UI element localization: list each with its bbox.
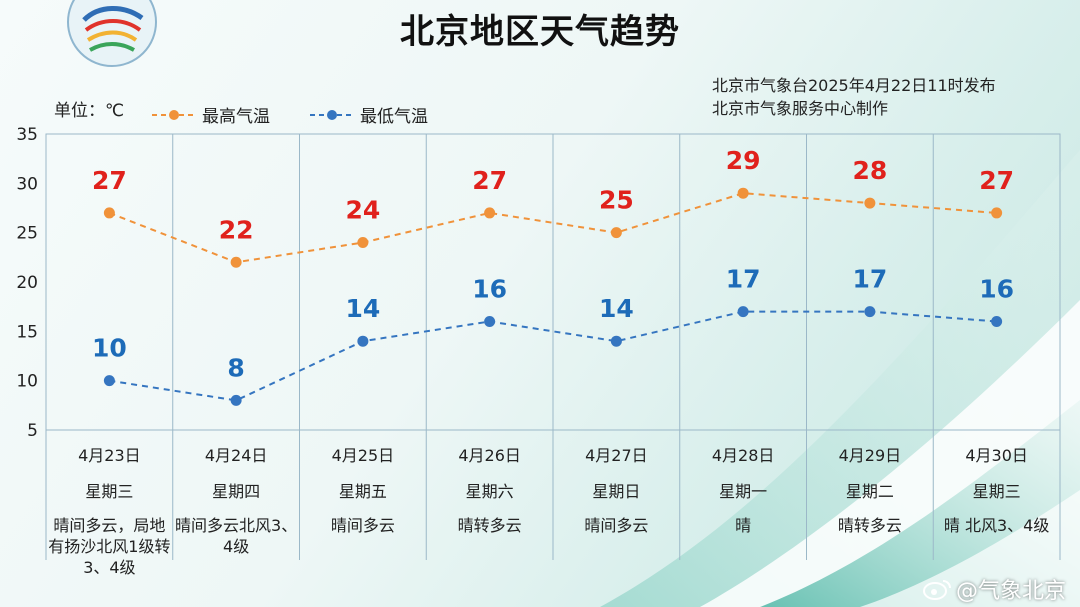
point-high: [737, 187, 749, 199]
watermark: @气象北京: [922, 573, 1066, 605]
weekday-label: 星期三: [85, 482, 134, 501]
watermark-text: @气象北京: [955, 579, 1066, 604]
issuer-info: 北京市气象台2025年4月22日11时发布 北京市气象服务中心制作: [712, 74, 996, 120]
weather-description: 晴间多云北风3、4级: [175, 516, 298, 556]
date-label: 4月29日: [838, 446, 902, 465]
point-high: [864, 197, 876, 209]
point-high: [610, 227, 622, 239]
data-label-high: 29: [726, 146, 761, 175]
issuer-line-2: 北京市气象服务中心制作: [712, 99, 889, 118]
data-label-high: 24: [345, 196, 380, 225]
day-column: 4月28日星期一晴: [680, 438, 807, 536]
weekday-label: 星期二: [845, 482, 894, 501]
data-label-high: 27: [472, 166, 507, 195]
legend-low-label: 最低气温: [360, 107, 428, 127]
weekday-label: 星期一: [719, 482, 768, 501]
y-tick-label: 5: [27, 421, 38, 441]
data-label-high: 27: [92, 166, 127, 195]
legend-item-low: 最低气温: [310, 102, 428, 127]
date-label: 4月26日: [458, 446, 521, 465]
data-label-low: 17: [852, 265, 887, 294]
series-line-low: [109, 310, 997, 402]
point-low: [864, 306, 876, 318]
data-label-high: 28: [852, 156, 887, 185]
day-column: 4月29日星期二晴转多云: [807, 438, 934, 536]
date-label: 4月24日: [204, 446, 268, 465]
point-low: [991, 315, 1003, 327]
weather-description: 晴 北风3、4级: [943, 516, 1050, 535]
day-column: 4月23日星期三晴间多云，局地有扬沙北风1级转3、4级: [46, 438, 173, 578]
unit-label: 单位：℃: [54, 101, 125, 121]
date-label: 4月30日: [965, 446, 1028, 465]
y-tick-label: 25: [16, 224, 38, 244]
weekday-label: 星期日: [592, 482, 641, 501]
weather-description: 晴转多云: [837, 516, 902, 535]
point-low: [610, 335, 622, 347]
weekday-label: 星期五: [338, 482, 387, 501]
data-label-low: 10: [92, 334, 127, 363]
y-tick-label: 10: [16, 372, 38, 392]
point-low: [357, 335, 369, 347]
data-label-high: 25: [599, 186, 634, 215]
data-label-low: 8: [227, 353, 244, 382]
page-title: 北京地区天气趋势: [400, 12, 680, 52]
point-low: [230, 394, 242, 406]
data-label-low: 14: [599, 294, 634, 323]
legend-item-high: 最高气温: [152, 102, 270, 127]
date-label: 4月23日: [78, 446, 141, 465]
point-high: [484, 207, 496, 219]
point-high: [991, 207, 1003, 219]
issuer-line-1: 北京市气象台2025年4月22日11时发布: [712, 76, 996, 95]
meteorological-service-logo: [67, 0, 157, 67]
point-high: [357, 237, 369, 249]
point-low: [737, 306, 749, 318]
point-high: [230, 256, 242, 268]
legend-high-marker: [152, 109, 196, 120]
weekday-label: 星期三: [972, 482, 1021, 501]
weather-description: 晴: [735, 516, 752, 535]
weather-description: 晴间多云，局地有扬沙北风1级转3、4级: [48, 516, 171, 577]
point-low: [103, 375, 115, 387]
weather-description: 晴转多云: [457, 516, 522, 535]
day-column: 4月26日星期六晴转多云: [426, 438, 553, 536]
data-label-high: 27: [979, 166, 1014, 195]
series-line-high: [109, 192, 997, 264]
day-column: 4月25日星期五晴间多云: [300, 438, 427, 536]
data-label-low: 17: [726, 265, 761, 294]
data-label-low: 16: [979, 274, 1014, 303]
point-high: [103, 207, 115, 219]
y-tick-label: 30: [16, 174, 38, 194]
day-column: 4月27日星期日晴间多云: [553, 438, 680, 536]
y-tick-label: 15: [16, 322, 38, 342]
date-label: 4月27日: [585, 446, 648, 465]
data-label-high: 22: [219, 215, 254, 244]
y-tick-label: 20: [16, 273, 38, 293]
date-label: 4月28日: [711, 446, 775, 465]
weibo-icon: [922, 580, 951, 600]
legend-low-marker: [310, 109, 354, 120]
weekday-label: 星期六: [465, 482, 514, 501]
point-low: [484, 315, 496, 327]
day-column: 4月24日星期四晴间多云北风3、4级: [173, 438, 300, 557]
weekday-label: 星期四: [212, 482, 261, 501]
data-label-low: 14: [345, 294, 380, 323]
data-label-low: 16: [472, 274, 507, 303]
weather-description: 晴间多云: [584, 516, 649, 535]
weather-description: 晴间多云: [330, 516, 395, 535]
date-label: 4月25日: [331, 446, 395, 465]
y-tick-label: 35: [16, 125, 38, 145]
legend-high-label: 最高气温: [202, 107, 270, 127]
day-column: 4月30日星期三晴 北风3、4级: [933, 438, 1060, 536]
